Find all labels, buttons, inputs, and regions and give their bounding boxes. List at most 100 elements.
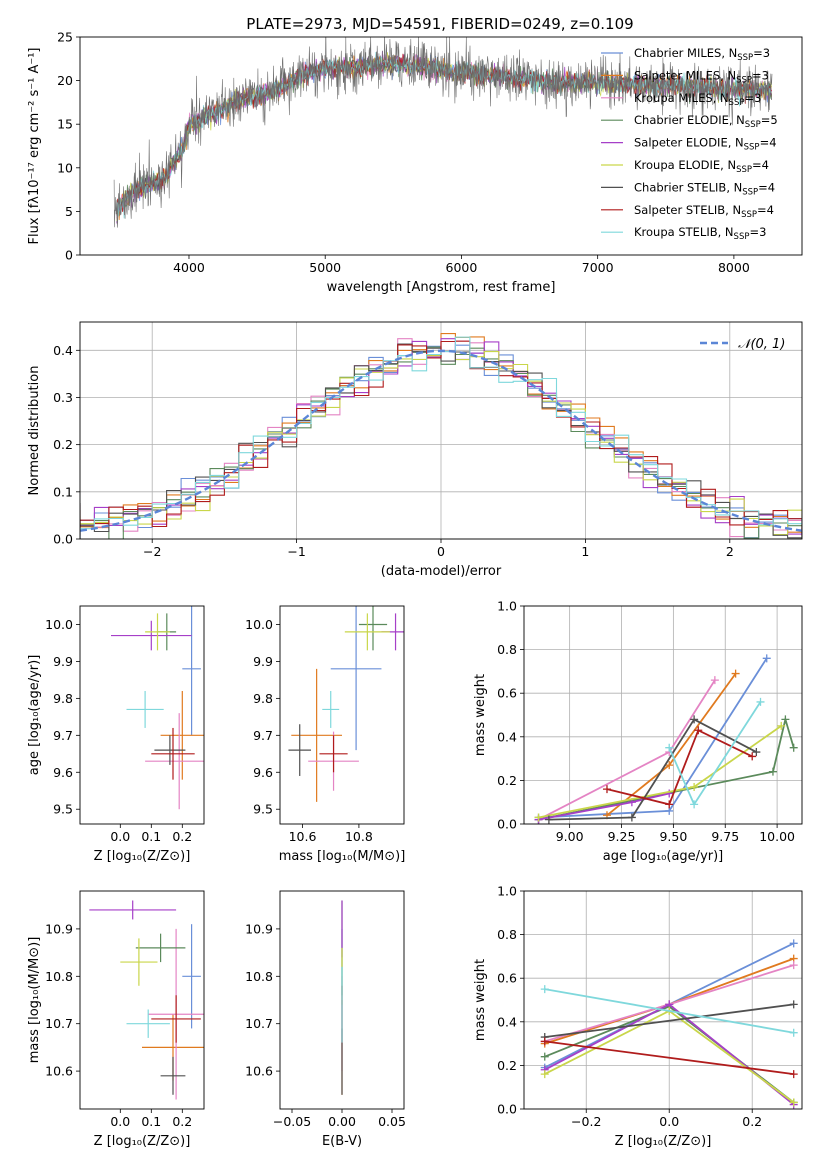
weight-line-9 bbox=[544, 988, 794, 1034]
legend-label-sub: SSP bbox=[744, 143, 760, 153]
y-tick-label: 10.0 bbox=[245, 617, 273, 632]
weight-marker bbox=[789, 961, 798, 970]
axes-frame bbox=[79, 605, 205, 825]
weight-marker bbox=[665, 789, 674, 798]
weight-marker bbox=[694, 726, 703, 735]
errorbar-point bbox=[330, 606, 382, 751]
y-tick-label: 10.7 bbox=[45, 1016, 73, 1031]
legend-label-tail: =3 bbox=[744, 91, 761, 105]
y-tick-label: 0.2 bbox=[497, 773, 517, 788]
y-tick-label: 0 bbox=[65, 248, 73, 263]
legend-label-sub: SSP bbox=[729, 98, 745, 108]
y-tick-label: 1.0 bbox=[497, 884, 517, 899]
weight-marker bbox=[752, 748, 761, 757]
y-tick-label: 15 bbox=[57, 117, 73, 132]
y-tick-label: 0.0 bbox=[53, 532, 73, 547]
y-tick-label: 10.9 bbox=[45, 921, 73, 936]
y-tick-label: 9.5 bbox=[253, 802, 273, 817]
errorbar-point bbox=[182, 606, 201, 736]
spectrum-data bbox=[113, 37, 773, 228]
errorbar-point bbox=[135, 933, 186, 963]
y-tick-label: 10.9 bbox=[245, 921, 273, 936]
x-axis-label: age [log₁₀(age/yr)] bbox=[603, 849, 724, 864]
weight-marker bbox=[789, 1000, 798, 1009]
legend-label: Kroupa MILES, NSSP=3 bbox=[634, 91, 761, 108]
y-tick-label: 9.9 bbox=[253, 654, 273, 669]
x-tick-label: 0.0 bbox=[110, 829, 130, 844]
errorbar-point bbox=[126, 690, 164, 728]
y-tick-label: 0.6 bbox=[497, 686, 517, 701]
y-tick-label: 20 bbox=[57, 73, 73, 88]
y-axis-label: mass weight bbox=[473, 959, 488, 1041]
x-tick-label: 0.1 bbox=[141, 1114, 161, 1129]
legend-label-main: Chabrier ELODIE, N bbox=[634, 113, 745, 127]
y-axis-label: mass weight bbox=[473, 674, 488, 756]
legend-label-tail: =4 bbox=[757, 203, 774, 217]
weight-marker bbox=[540, 1070, 549, 1079]
y-axis-label: Normed distribution bbox=[27, 366, 42, 496]
residual-legend: 𝒩(0, 1) bbox=[700, 337, 785, 352]
x-tick-label: 5000 bbox=[309, 260, 341, 275]
weight-marker bbox=[534, 813, 543, 822]
x-tick-label: 0.05 bbox=[378, 1114, 406, 1129]
x-tick-label: 9.00 bbox=[556, 829, 584, 844]
x-tick-label: 0 bbox=[437, 544, 445, 559]
y-tick-label: 9.5 bbox=[53, 802, 73, 817]
weight-marker bbox=[690, 782, 699, 791]
x-tick-label: 9.50 bbox=[659, 829, 687, 844]
y-tick-label: 0.6 bbox=[497, 971, 517, 986]
axes-mass_vs_Z: 0.0 0.1 0.2 10.6 10.7 10.8 10.9 Z [log₁₀(Z/Z⊙)]… bbox=[27, 890, 205, 1149]
x-axis-label: Z [log₁₀(Z/Z⊙)] bbox=[94, 849, 191, 864]
errorbar-point bbox=[358, 606, 388, 651]
y-axis-label: mass [log₁₀(M/M⊙)] bbox=[27, 937, 42, 1064]
legend-label-sub: SSP bbox=[737, 53, 753, 63]
weight-marker bbox=[544, 815, 553, 824]
axes-frame bbox=[523, 890, 803, 1110]
weight-marker bbox=[540, 1037, 549, 1046]
x-tick-label: 9.75 bbox=[711, 829, 739, 844]
legend-label-tail: =3 bbox=[752, 68, 769, 82]
weight-line-8 bbox=[544, 1040, 794, 1075]
y-tick-label: 9.8 bbox=[253, 691, 273, 706]
weight-marker bbox=[627, 813, 636, 822]
x-axis-label: Z [log₁₀(Z/Z⊙)] bbox=[94, 1134, 191, 1149]
x-axis-label: (data-model)/error bbox=[381, 564, 502, 579]
x-tick-label: 0.0 bbox=[659, 1114, 679, 1129]
legend-label: Kroupa STELIB, NSSP=3 bbox=[634, 225, 766, 242]
legend-label-tail: =5 bbox=[761, 113, 778, 127]
legend-label: Salpeter MILES, NSSP=3 bbox=[634, 68, 769, 85]
y-tick-label: 0.2 bbox=[53, 437, 73, 452]
y-tick-label: 0.4 bbox=[497, 1014, 517, 1029]
x-tick-label: 10.8 bbox=[345, 829, 373, 844]
weight-marker bbox=[540, 1052, 549, 1061]
axes-spectrum: 4000 5000 6000 7000 8000 0 5 10 15 20 25 wavelength… bbox=[27, 30, 803, 295]
x-axis-label: mass [log₁₀(M/M⊙)] bbox=[279, 849, 406, 864]
y-tick-label: 9.9 bbox=[53, 654, 73, 669]
legend-label: Chabrier ELODIE, NSSP=5 bbox=[634, 113, 778, 130]
x-tick-label: 0.1 bbox=[141, 829, 161, 844]
weight-marker bbox=[665, 800, 674, 809]
legend-label-sub: SSP bbox=[745, 120, 761, 130]
axes-mass_vs_EBV: −0.05 0.00 0.05 10.6 10.7 10.8 10.9 E(B-V) bbox=[245, 890, 406, 1149]
legend-label-main: Kroupa STELIB, N bbox=[634, 225, 734, 239]
weight-line-4 bbox=[538, 715, 795, 821]
legend-label-tail: =4 bbox=[758, 180, 775, 194]
legend-label-tail: =3 bbox=[753, 46, 770, 60]
errorbar-point bbox=[160, 1056, 186, 1095]
x-tick-label: 0.2 bbox=[742, 1114, 762, 1129]
x-tick-label: 2 bbox=[726, 544, 734, 559]
legend-label: Salpeter STELIB, NSSP=4 bbox=[634, 203, 774, 220]
errorbar-point bbox=[291, 668, 342, 802]
y-tick-label: 9.7 bbox=[53, 728, 73, 743]
errorbar-point bbox=[322, 690, 340, 728]
y-tick-label: 9.8 bbox=[53, 691, 73, 706]
y-tick-label: 10.7 bbox=[245, 1016, 273, 1031]
legend-label-tail: =3 bbox=[749, 225, 766, 239]
errorbar-point bbox=[344, 613, 390, 651]
weight-marker bbox=[665, 743, 674, 752]
y-tick-label: 9.7 bbox=[253, 728, 273, 743]
legend-label-sub: SSP bbox=[736, 165, 752, 175]
x-tick-label: −2 bbox=[143, 544, 161, 559]
y-tick-label: 0.0 bbox=[497, 1102, 517, 1117]
